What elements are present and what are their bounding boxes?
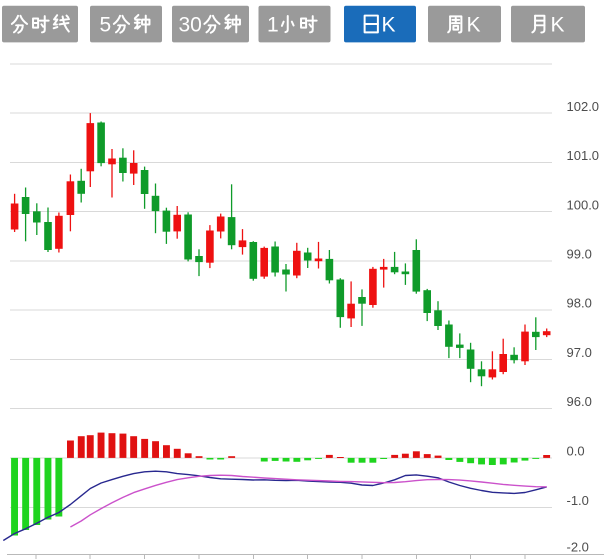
svg-text:K: K [551, 13, 565, 36]
svg-text:5: 5 [100, 13, 112, 36]
svg-text:98.0: 98.0 [567, 296, 592, 311]
svg-text:100.0: 100.0 [567, 197, 600, 212]
svg-text:101.0: 101.0 [567, 148, 600, 163]
svg-text:K: K [467, 13, 481, 36]
svg-text:-1.0: -1.0 [567, 493, 589, 508]
svg-text:1: 1 [267, 13, 279, 36]
svg-text:102.0: 102.0 [567, 99, 600, 114]
svg-text:99.0: 99.0 [567, 247, 592, 262]
svg-text:97.0: 97.0 [567, 345, 592, 360]
svg-text:96.0: 96.0 [567, 394, 592, 409]
svg-text:30: 30 [179, 13, 202, 36]
svg-text:0.0: 0.0 [567, 444, 585, 459]
svg-text:-2.0: -2.0 [567, 540, 589, 555]
svg-text:K: K [382, 13, 396, 36]
